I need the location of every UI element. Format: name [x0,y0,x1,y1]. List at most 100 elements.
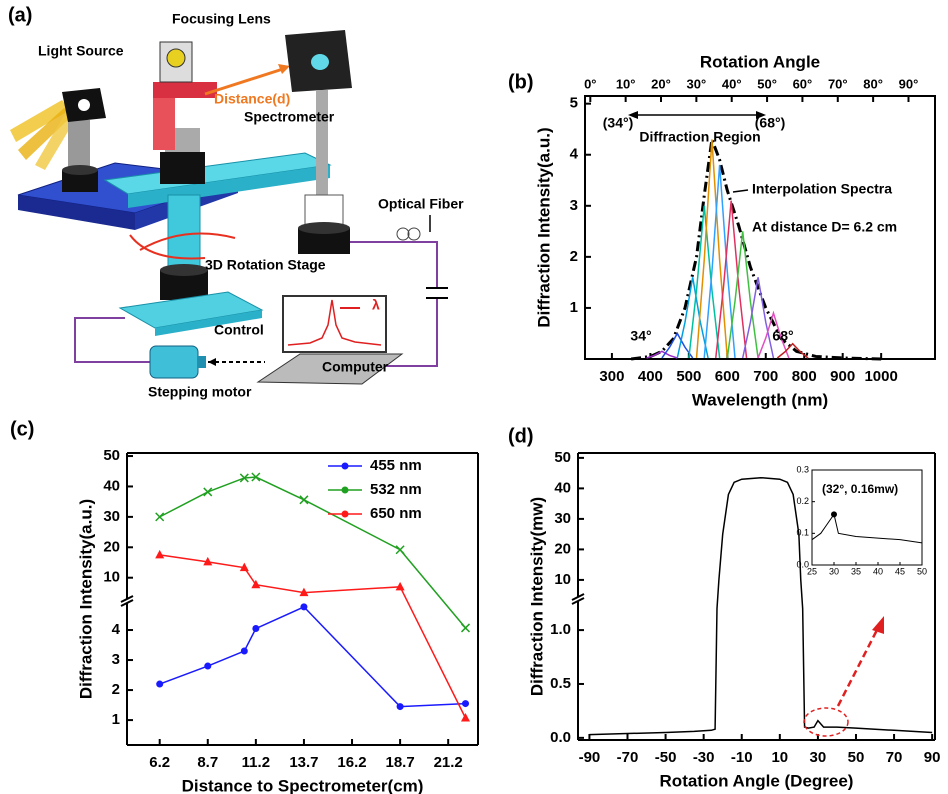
y-tick-label: 2 [570,248,578,265]
x-tick-label: -90 [579,749,601,766]
legend-label: 650 nm [370,505,422,522]
x-tick-label: 18.7 [386,754,415,771]
y-tick-label: 10 [103,569,120,586]
series-line [159,476,467,629]
lens-holder-arm [153,82,217,98]
marker [252,625,260,633]
y-tick-label: 30 [103,508,120,525]
post-top [62,165,98,175]
spectrometer-hole [311,54,329,70]
y-tick-label: 0.3 [796,464,809,474]
x-tick-label: 900 [830,368,855,385]
zoom-arrow [836,627,880,707]
marker [203,556,213,566]
diagram-label: 3D Rotation Stage [205,257,326,273]
y-tick-label: 50 [103,447,120,464]
series-line [630,138,882,361]
diagram-label: Focusing Lens [172,11,271,27]
light-beam [18,108,72,160]
motor-shaft [198,356,206,368]
x-tick-label: 13.7 [289,754,318,771]
series-line [159,606,466,708]
x-tick-label: 70 [886,749,903,766]
x-axis-title: Rotation Angle (Degree) [660,771,854,790]
x-tick-label: 11.2 [242,754,270,771]
arrow-head [208,358,216,366]
marker [204,662,212,670]
legend-swatch [341,462,349,470]
x-tick-label: 50 [848,749,865,766]
column-base-top [160,264,208,276]
x-tick-label: 6.2 [149,754,170,771]
annotation: Interpolation Spectra [752,181,892,197]
light-beam [35,112,76,170]
x-tick-label: 16.2 [337,754,366,771]
x2-axis-title: Rotation Angle [700,52,820,71]
annotation: (32°, 0.16mw) [822,482,898,496]
x-tick-label: 400 [638,368,663,385]
y-axis-title: Diffraction Intensity(a.u.) [76,499,95,699]
x-tick-label: 800 [792,368,817,385]
annotation-pointer [732,189,749,193]
plot-frame [584,95,936,360]
y-tick-label: 40 [103,477,120,494]
y-tick-label: 0.1 [796,528,809,538]
x-tick-label: 600 [715,368,740,385]
light-beam [10,100,70,142]
arrow-head [756,111,766,119]
series-line [661,331,694,359]
axis-break [120,595,134,603]
laptop-keyboard [256,353,404,385]
marker [156,680,164,688]
y-axis-title: Diffraction Intensity(mw) [527,497,546,696]
annotation: (34°) [603,115,634,131]
diagram-label: Stepping motor [148,384,252,400]
panel-label: (d) [508,425,534,447]
marker [251,472,261,482]
aperture [78,99,90,111]
series-line [776,342,809,359]
marker [460,712,470,722]
x-tick-label: 30 [829,566,839,576]
x-tick-label: 500 [676,368,701,385]
series-line [715,200,748,359]
marker [300,603,308,611]
x-tick-label: 30 [810,749,827,766]
zoom-region [803,707,849,737]
optical-fiber [385,298,438,367]
x-tick-label: 8.7 [197,754,218,771]
distance-arrow [204,66,287,96]
legend-swatch [341,510,349,518]
series-line [688,205,721,359]
y-tick-label: 3 [112,651,120,668]
fiber-loop [407,227,421,241]
diagram-label: Distance(d) [214,91,290,107]
series-line [589,476,933,736]
annotation: At distance D= 6.2 cm [752,219,897,235]
x2-tick-label: 30° [687,76,707,91]
y-tick-label: 50 [554,449,571,466]
x-tick-label: -30 [693,749,715,766]
marker [240,647,248,655]
y-tick-label: 40 [554,479,571,496]
marker [251,579,261,589]
diagram-label: Light Source [38,43,124,59]
x-tick-label: -10 [731,749,753,766]
annotation: (68°) [755,115,786,131]
motor-wire [74,317,150,363]
y-tick-label: 0.2 [796,496,809,506]
y-tick-label: 4 [570,146,579,163]
x-tick-label: 1000 [864,368,897,385]
axis-break [571,593,585,601]
panel-label: (b) [508,71,534,93]
series-line [741,277,775,359]
x2-tick-label: 10° [616,76,636,91]
series-line [757,310,790,359]
base-plate-front [155,310,262,336]
x-tick-label: 300 [599,368,624,385]
spectrometer-rod [316,90,328,200]
x-tick-label: 25 [807,566,817,576]
series-line [676,277,709,359]
y-tick-label: 10 [554,571,571,588]
spectrometer-base-top [298,222,350,234]
